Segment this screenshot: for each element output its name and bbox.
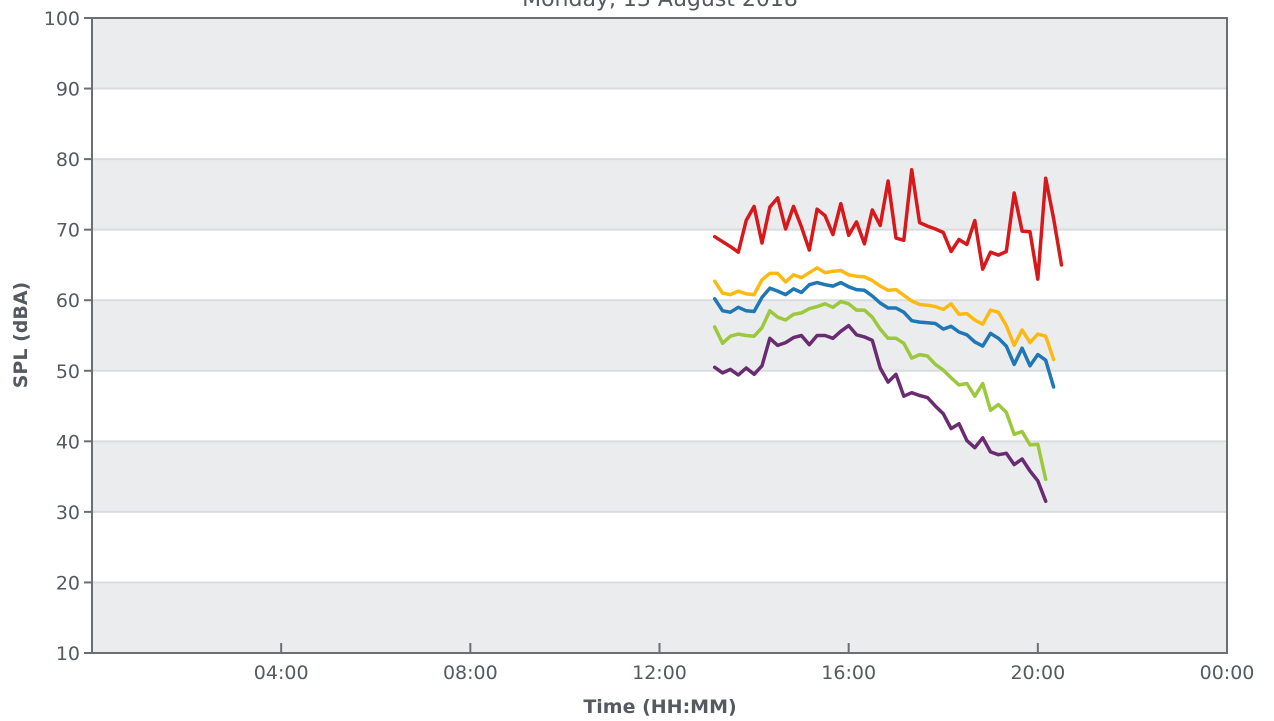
y-tick-label: 10 xyxy=(56,643,80,665)
y-tick-label: 60 xyxy=(56,290,80,312)
x-tick-label: 12:00 xyxy=(632,662,687,684)
y-tick-label: 40 xyxy=(56,431,80,453)
y-tick-label: 100 xyxy=(44,8,80,30)
plot-band xyxy=(92,441,1227,512)
plot-band xyxy=(92,370,1227,442)
y-tick-label: 30 xyxy=(56,502,80,524)
gridlines xyxy=(92,87,1227,584)
series-line-1 xyxy=(712,167,1064,281)
y-axis-title: SPL (dBA) xyxy=(10,282,32,389)
plot-background-bands xyxy=(92,18,1227,653)
y-tick-label: 20 xyxy=(56,572,80,594)
series-line-2 xyxy=(712,266,1056,362)
series-lines xyxy=(712,167,1064,504)
series-line-3 xyxy=(712,280,1056,389)
series-line-5 xyxy=(712,323,1048,504)
plot-band xyxy=(92,582,1227,653)
y-axis: 10 20 30 40 50 60 70 80 90 100 xyxy=(44,8,92,665)
x-tick-label: 04:00 xyxy=(254,662,309,684)
plot-band xyxy=(92,300,1227,371)
x-tick-label: 00:00 xyxy=(1200,662,1255,684)
x-tick-label: 20:00 xyxy=(1010,662,1065,684)
x-tick-label: 16:00 xyxy=(821,662,876,684)
y-tick-label: 70 xyxy=(56,220,80,242)
plot-band xyxy=(92,159,1227,230)
y-tick-label: 80 xyxy=(56,149,80,171)
y-tick-label: 50 xyxy=(56,361,80,383)
series-line-4 xyxy=(712,299,1048,482)
x-tick-label: 08:00 xyxy=(443,662,498,684)
y-tick-label: 90 xyxy=(56,79,80,101)
chart-title: Monday, 13 August 2018 xyxy=(522,0,798,12)
x-axis: 04:00 08:00 12:00 16:00 20:00 00:00 xyxy=(254,643,1255,684)
plot-band xyxy=(92,88,1227,160)
x-axis-title: Time (HH:MM) xyxy=(583,696,736,718)
plot-band xyxy=(92,511,1227,583)
plot-band xyxy=(92,18,1227,89)
